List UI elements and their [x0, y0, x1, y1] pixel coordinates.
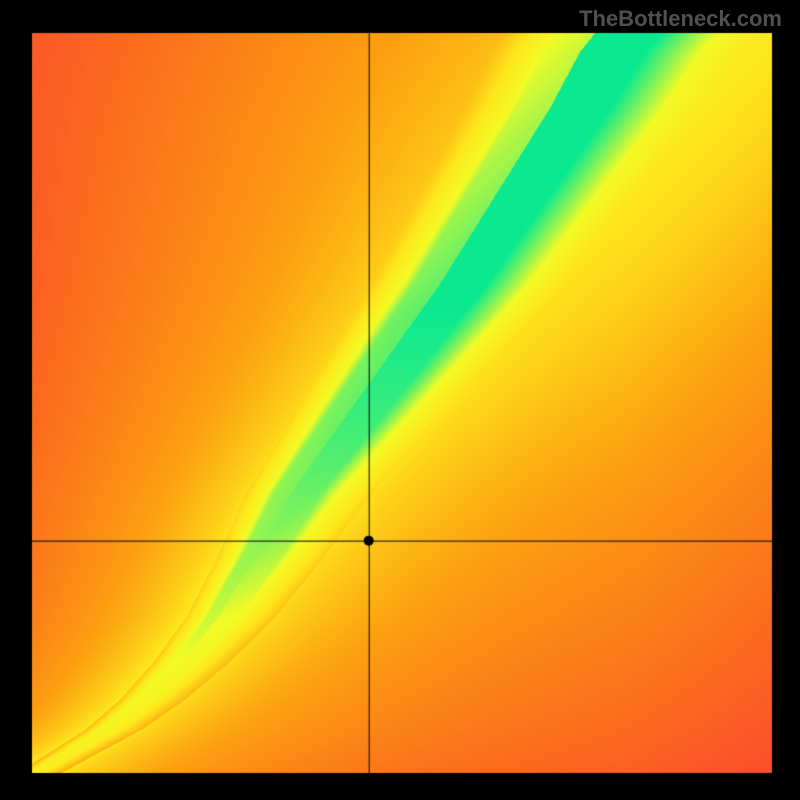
chart-container: TheBottleneck.com	[0, 0, 800, 800]
crosshair-overlay	[0, 0, 800, 800]
watermark-text: TheBottleneck.com	[579, 6, 782, 32]
